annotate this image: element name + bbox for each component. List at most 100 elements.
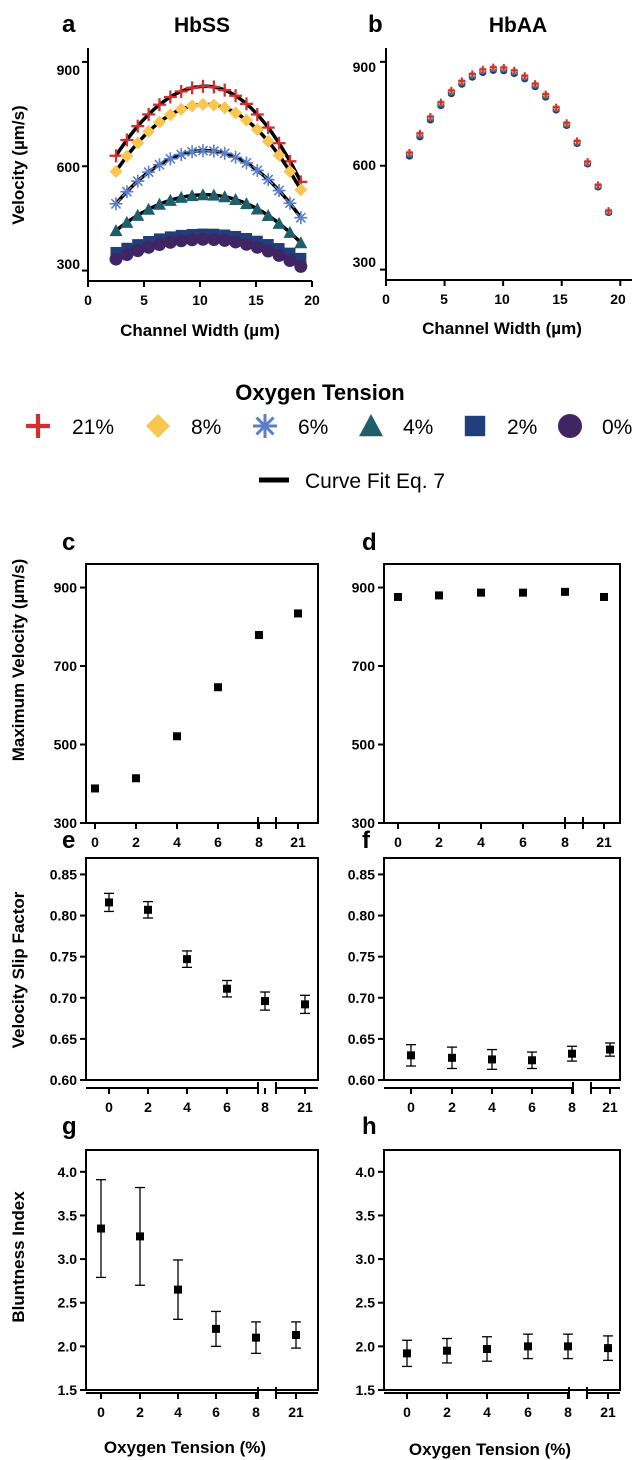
panel-a-point-4 bbox=[142, 202, 156, 215]
legend-marker-2 bbox=[464, 415, 486, 437]
panel-a-xtick: 10 bbox=[192, 292, 208, 308]
panel-g-ytick: 2.0 bbox=[58, 1338, 78, 1354]
panel-c-xtick: 6 bbox=[214, 834, 222, 850]
legend-marker-0 bbox=[558, 414, 582, 438]
panel-c-plot: 300 500 700 900 0 2 4 6 8 21 bbox=[54, 563, 319, 850]
panel-a-point-4-shape bbox=[196, 188, 210, 201]
panel-d-marker bbox=[600, 592, 608, 601]
panel-e-point bbox=[104, 892, 114, 913]
panel-g-frame bbox=[85, 1149, 319, 1391]
panel-a-point-4 bbox=[163, 193, 177, 206]
panel-a-point-21 bbox=[229, 89, 243, 103]
legend-marker-6 bbox=[253, 414, 277, 438]
panel-d-point bbox=[477, 588, 485, 597]
panel-f-ytick: 0.75 bbox=[348, 949, 375, 965]
panel-a-series-0 bbox=[109, 232, 308, 273]
panel-a-point-8-shape bbox=[142, 124, 156, 138]
panel-b-point-21 bbox=[468, 70, 476, 78]
panel-a-point-6 bbox=[239, 156, 253, 170]
panel-b-point-21 bbox=[416, 129, 424, 137]
panel-b-point-21 bbox=[405, 148, 414, 157]
panel-a-point-6 bbox=[131, 174, 145, 188]
panel-a-point-8-shape bbox=[120, 149, 134, 163]
legend-symbol-2 bbox=[464, 415, 486, 437]
panel-b-ytick: 900 bbox=[353, 59, 377, 75]
panel-a-point-0-shape bbox=[218, 233, 232, 247]
panel-c-xtick: 8 bbox=[255, 834, 263, 850]
panel-a-point-8-shape bbox=[239, 113, 253, 127]
panel-a-point-8-shape bbox=[283, 164, 297, 178]
panel-c-ytick: 500 bbox=[54, 737, 78, 753]
panel-a-point-4-shape bbox=[109, 224, 123, 237]
panel-h-marker bbox=[524, 1342, 532, 1351]
panel-a-point-0 bbox=[283, 254, 297, 268]
panel-f-marker bbox=[448, 1053, 456, 1062]
panel-g-ytick: 4.0 bbox=[58, 1164, 78, 1180]
panel-a-point-4 bbox=[283, 225, 297, 238]
panel-a-point-6-ray bbox=[154, 159, 165, 170]
panel-a-point-8-shape bbox=[207, 98, 221, 112]
panel-e-plot: 0.60 0.65 0.70 0.75 0.80 0.85 0 2 4 6 8 21 bbox=[50, 857, 319, 1115]
panel-h-xtick: 2 bbox=[443, 1404, 451, 1420]
panel-d-ytick: 300 bbox=[352, 815, 376, 831]
panel-c-point bbox=[294, 609, 302, 618]
panel-b-xtick: 20 bbox=[610, 291, 626, 307]
panel-a-point-0 bbox=[250, 240, 264, 254]
panel-a-point-8-shape bbox=[294, 183, 308, 197]
panel-b-point-21 bbox=[479, 65, 487, 73]
panel-a-xticks: 0 5 10 15 20 bbox=[84, 292, 320, 308]
panel-b-point-21 bbox=[584, 158, 592, 166]
panel-a-point-4-shape bbox=[120, 215, 134, 228]
panel-d-marker bbox=[435, 591, 443, 600]
panel-a-series-21 bbox=[109, 79, 308, 189]
legend-marker-21 bbox=[26, 414, 50, 438]
panel-a-point-8 bbox=[272, 148, 286, 162]
panel-a-point-21 bbox=[218, 83, 232, 97]
panel-a-point-21 bbox=[272, 136, 286, 150]
panel-a-point-6 bbox=[250, 163, 264, 177]
panel-h-marker bbox=[403, 1349, 411, 1358]
panel-f-point bbox=[567, 1045, 577, 1062]
panel-c: c 300 500 700 900 0 2 4 6 8 21 Maximum Velocity (… bbox=[9, 529, 319, 850]
panel-a-title: HbSS bbox=[174, 14, 230, 37]
legend-title: Oxygen Tension bbox=[235, 380, 405, 405]
panel-a-point-0-shape bbox=[272, 248, 286, 262]
panel-e-ytick: 0.75 bbox=[50, 949, 77, 965]
panel-a-point-8 bbox=[185, 99, 199, 113]
panel-a-point-2 bbox=[273, 243, 285, 255]
panel-h-ytick: 3.5 bbox=[356, 1207, 376, 1223]
panel-b-series-6 bbox=[405, 64, 613, 216]
panel-b-ytick: 300 bbox=[353, 254, 377, 270]
panel-f-xtick: 4 bbox=[488, 1099, 496, 1115]
panel-d-marker bbox=[519, 588, 527, 597]
panel-a-point-6 bbox=[294, 211, 308, 225]
panel-g-marker bbox=[292, 1331, 300, 1340]
legend-label-6: 6% bbox=[298, 416, 328, 439]
panel-a-point-4-shape bbox=[142, 202, 156, 215]
panel-a-point-8-shape bbox=[163, 108, 177, 122]
panel-h-marker bbox=[604, 1344, 612, 1353]
panel-a-point-8-shape bbox=[261, 134, 275, 148]
panel-d-point bbox=[435, 591, 443, 600]
panel-c-ytick: 700 bbox=[54, 658, 78, 674]
panel-b-series-2 bbox=[406, 66, 612, 216]
legend-symbol-6 bbox=[253, 414, 277, 438]
panel-d-point bbox=[394, 592, 402, 601]
panel-a-point-2 bbox=[284, 247, 296, 259]
panel-c-ytick: 900 bbox=[54, 580, 78, 596]
panel-g-letter: g bbox=[62, 1113, 77, 1140]
panel-a-point-0 bbox=[152, 238, 166, 252]
panel-h-frame bbox=[383, 1149, 621, 1391]
panel-a-plot bbox=[82, 48, 313, 287]
panel-d-marker bbox=[394, 592, 402, 601]
panel-f-marker bbox=[488, 1055, 496, 1064]
panel-a-point-21 bbox=[152, 98, 166, 112]
panel-a-point-8 bbox=[131, 136, 145, 150]
panel-c-marker bbox=[294, 609, 302, 618]
panel-a-xtick: 15 bbox=[248, 292, 264, 308]
panel-b-point-21 bbox=[573, 137, 581, 145]
panel-a-point-4-shape bbox=[131, 208, 145, 221]
panel-c-xtick: 0 bbox=[91, 834, 99, 850]
panel-g-point bbox=[135, 1186, 145, 1286]
panel-a-point-8 bbox=[239, 113, 253, 127]
